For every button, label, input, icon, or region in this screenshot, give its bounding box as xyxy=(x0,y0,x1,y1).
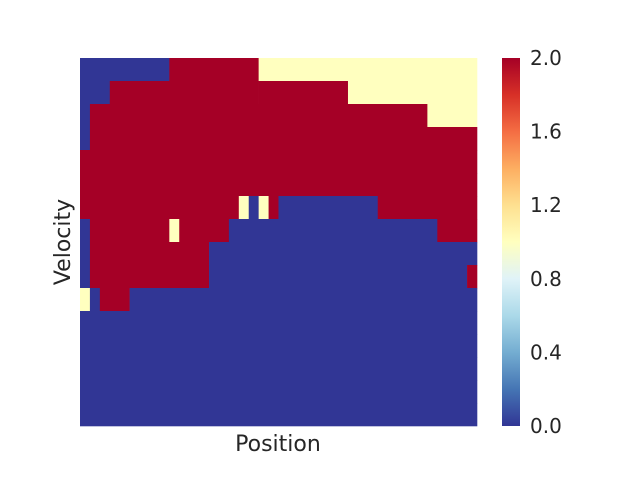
heatmap-cell-r1-seg0 xyxy=(80,81,111,105)
heatmap-cell-r3-seg1 xyxy=(89,127,478,151)
heatmap-cell-r13-seg0 xyxy=(80,357,478,381)
heatmap-cell-r2-seg1 xyxy=(89,104,349,128)
heatmap-cell-r2-seg3 xyxy=(427,104,478,128)
heatmap-cell-r6-seg4 xyxy=(268,196,279,220)
heatmap-cell-r10-seg1 xyxy=(89,288,101,312)
heatmap-cell-r9-seg3 xyxy=(467,265,478,289)
heatmap-cell-r10-seg3 xyxy=(129,288,478,312)
heatmap-cell-r7-seg3 xyxy=(179,219,230,243)
heatmap-cell-r6-seg6 xyxy=(377,196,478,220)
heatmap-cell-r1-seg3 xyxy=(347,81,478,105)
heatmap-cell-r6-seg0 xyxy=(80,196,240,220)
colorbar-tick-label-2: 0.8 xyxy=(530,267,562,291)
heatmap-cell-r8-seg2 xyxy=(209,242,478,266)
colorbar-tick-label-5: 2.0 xyxy=(530,46,562,70)
heatmap-cell-r2-seg2 xyxy=(347,104,428,128)
heatmap-cell-r5-seg2 xyxy=(248,173,279,197)
colorbar-tick-label-0: 0.0 xyxy=(530,414,562,438)
colorbar-tick-label-3: 1.2 xyxy=(530,193,562,217)
heatmap-cell-r6-seg1 xyxy=(238,196,250,220)
x-axis-label: Position xyxy=(235,432,321,457)
heatmap-cell-r7-seg4 xyxy=(228,219,279,243)
heatmap-cell-r2-seg0 xyxy=(80,104,91,128)
heatmap-cell-r0-seg1 xyxy=(169,58,259,82)
colorbar-ticks: 0.0 0.4 0.8 1.2 1.6 2.0 xyxy=(530,46,562,438)
colorbar-tick-label-1: 0.4 xyxy=(530,340,562,364)
heatmap-cell-r6-seg5 xyxy=(278,196,379,220)
heatmap-cell-r10-seg2 xyxy=(99,288,130,312)
heatmap-cell-r3-seg0 xyxy=(80,127,91,151)
heatmap-cell-r9-seg1 xyxy=(89,265,210,289)
heatmap-cell-r6-seg2 xyxy=(248,196,259,220)
heatmap-cell-r9-seg0 xyxy=(80,265,91,289)
colorbar xyxy=(502,58,520,426)
heatmap-cell-r7-seg2 xyxy=(169,219,180,243)
heatmap-plot-area xyxy=(80,58,478,427)
heatmap-cell-r14-seg0 xyxy=(80,380,478,404)
heatmap-cell-r12-seg0 xyxy=(80,334,478,358)
colorbar-tick-label-4: 1.6 xyxy=(530,120,562,144)
heatmap-cell-r4-seg0 xyxy=(80,150,478,174)
heatmap-cell-r7-seg5 xyxy=(278,219,438,243)
heatmap-cell-r15-seg0 xyxy=(80,403,478,427)
heatmap-cell-r7-seg6 xyxy=(437,219,478,243)
heatmap-cell-r1-seg1 xyxy=(109,81,259,105)
heatmap-cell-r8-seg0 xyxy=(80,242,91,266)
heatmap-cell-r7-seg0 xyxy=(80,219,91,243)
heatmap-cell-r9-seg2 xyxy=(209,265,468,289)
heatmap-cell-r7-seg1 xyxy=(89,219,170,243)
heatmap-cell-r5-seg0 xyxy=(80,173,240,197)
heatmap-cell-r11-seg0 xyxy=(80,311,478,335)
y-axis-label: Velocity xyxy=(51,199,76,285)
heatmap-cell-r10-seg0 xyxy=(80,288,91,312)
heatmap-cell-r5-seg3 xyxy=(278,173,478,197)
heatmap-cell-r6-seg3 xyxy=(258,196,269,220)
heatmap-cell-r0-seg0 xyxy=(80,58,170,82)
heatmap-cell-r5-seg1 xyxy=(238,173,250,197)
heatmap-cell-r0-seg2 xyxy=(258,58,478,82)
heatmap-cell-r8-seg1 xyxy=(89,242,210,266)
heatmap-cell-r1-seg2 xyxy=(258,81,349,105)
